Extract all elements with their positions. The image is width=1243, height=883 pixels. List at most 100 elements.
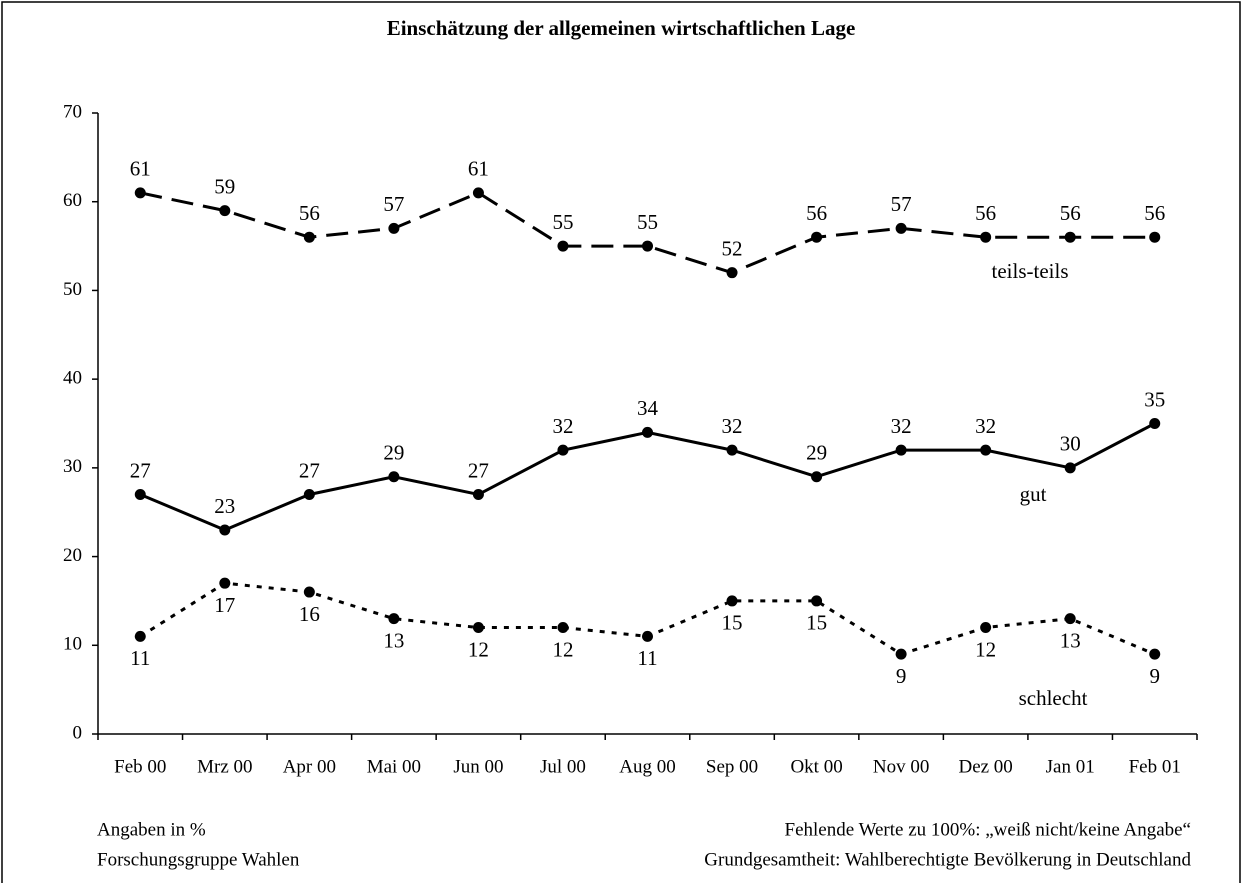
y-tick-label: 70	[63, 101, 82, 122]
data-point	[388, 222, 400, 234]
data-point	[895, 222, 907, 234]
x-tick-label: Feb 00	[114, 756, 166, 777]
data-point	[1149, 418, 1161, 429]
chart-title: Einschätzung der allgemeinen wirtschaftl…	[387, 16, 856, 40]
data-point	[1149, 648, 1161, 660]
data-label: 11	[130, 646, 150, 670]
data-label: 32	[722, 414, 743, 438]
data-label: 35	[1144, 387, 1165, 411]
data-point	[642, 630, 653, 642]
data-label: 57	[383, 192, 404, 216]
data-point	[219, 577, 231, 589]
data-point	[895, 648, 907, 660]
data-label: 34	[637, 396, 659, 420]
y-tick-label: 40	[63, 368, 82, 389]
data-point	[303, 488, 315, 500]
data-point	[388, 613, 400, 625]
data-label: 11	[637, 646, 657, 670]
data-label: 27	[468, 458, 489, 482]
data-label: 56	[975, 201, 996, 225]
data-label: 32	[975, 414, 996, 438]
x-tick-label: Jun 00	[453, 756, 503, 777]
x-tick-label: Apr 00	[283, 756, 336, 777]
data-point	[811, 595, 823, 607]
data-point	[726, 267, 738, 279]
footnote: Fehlende Werte zu 100%: „weiß nicht/kein…	[785, 819, 1191, 840]
data-point	[1064, 613, 1076, 625]
series-line	[139, 422, 1156, 532]
data-point	[726, 595, 738, 607]
series-name: schlecht	[1019, 686, 1088, 710]
data-label: 12	[552, 637, 573, 661]
x-tick-label: Jan 01	[1046, 756, 1095, 777]
y-tick-label: 50	[63, 279, 82, 300]
x-tick-label: Nov 00	[873, 756, 929, 777]
y-tick-label: 30	[63, 456, 82, 477]
data-point	[1149, 231, 1161, 243]
data-label: 32	[891, 414, 912, 438]
data-label: 29	[806, 441, 827, 465]
data-label: 12	[975, 637, 996, 661]
data-label: 15	[722, 611, 743, 635]
data-point	[980, 622, 992, 634]
data-point	[895, 444, 907, 456]
x-tick-label: Sep 00	[706, 756, 758, 777]
data-label: 9	[896, 664, 907, 688]
data-label: 61	[468, 157, 489, 181]
data-label: 12	[468, 637, 489, 661]
data-label: 52	[722, 236, 743, 260]
x-tick-label: Jul 00	[540, 756, 586, 777]
data-label: 13	[383, 628, 404, 652]
data-label: 13	[1060, 628, 1081, 652]
data-point	[388, 471, 400, 483]
data-point	[303, 231, 315, 243]
data-point	[1064, 231, 1076, 243]
data-point	[134, 630, 146, 642]
data-point	[980, 444, 992, 456]
data-label: 56	[1144, 201, 1165, 225]
data-label: 32	[552, 414, 573, 438]
data-label: 17	[214, 593, 235, 617]
data-label: 55	[552, 210, 573, 234]
x-tick-label: Dez 00	[958, 756, 1012, 777]
series-name: teils-teils	[992, 259, 1069, 283]
data-label: 57	[891, 192, 912, 216]
data-label: 29	[383, 441, 404, 465]
data-label: 55	[637, 210, 658, 234]
data-label: 56	[299, 201, 320, 225]
data-point	[134, 187, 146, 199]
data-point	[726, 444, 738, 456]
x-tick-label: Aug 00	[619, 756, 675, 777]
footnote: Grundgesamtheit: Wahlberechtigte Bevölke…	[704, 849, 1191, 870]
data-point	[472, 187, 484, 199]
x-tick-label: Mai 00	[367, 756, 421, 777]
data-label: 9	[1149, 664, 1160, 688]
y-tick-label: 0	[73, 722, 83, 743]
data-point	[472, 622, 484, 634]
data-point	[134, 488, 146, 500]
data-point	[642, 240, 653, 252]
data-point	[980, 231, 992, 243]
data-point	[303, 586, 315, 598]
x-tick-label: Feb 01	[1129, 756, 1181, 777]
data-label: 27	[299, 458, 320, 482]
data-label: 15	[806, 611, 827, 635]
data-point	[811, 231, 823, 243]
x-tick-label: Okt 00	[790, 756, 842, 777]
series-line	[139, 581, 1156, 656]
series-name: gut	[1020, 482, 1047, 506]
footnote: Angaben in %	[97, 819, 206, 840]
data-point	[811, 471, 823, 483]
x-tick-label: Mrz 00	[197, 756, 252, 777]
data-label: 27	[130, 458, 151, 482]
y-tick-label: 60	[63, 190, 82, 211]
data-point	[557, 444, 569, 456]
data-point	[219, 524, 231, 536]
data-point	[557, 240, 569, 252]
data-label: 59	[214, 174, 235, 198]
data-label: 30	[1060, 432, 1081, 456]
data-label: 23	[214, 494, 235, 518]
y-tick-label: 20	[63, 545, 82, 566]
